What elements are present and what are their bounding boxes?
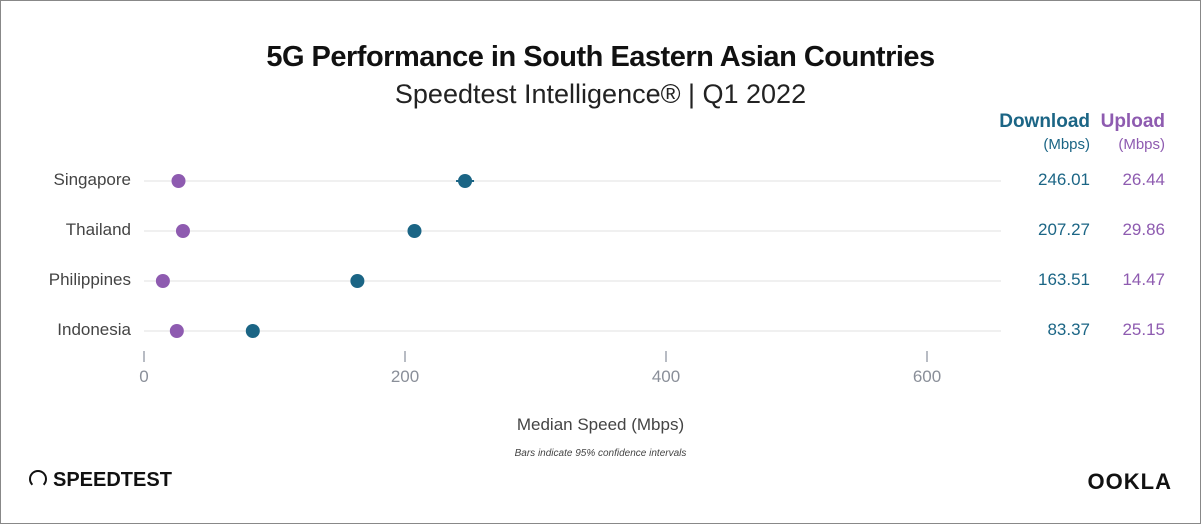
download-point: [350, 274, 365, 288]
category-label: Singapore: [53, 170, 131, 189]
chart-subtitle: Speedtest Intelligence® | Q1 2022: [394, 79, 807, 109]
x-tick-label: 400: [651, 367, 681, 386]
upload-point: [155, 274, 170, 288]
x-tick-label: 0: [139, 367, 149, 386]
upload-point: [171, 174, 186, 188]
x-tick-label: 200: [390, 367, 420, 386]
download-value: 163.51: [1038, 270, 1090, 289]
download-header: Download: [999, 111, 1090, 132]
category-label: Indonesia: [57, 320, 131, 339]
upload-value: 14.47: [1122, 270, 1165, 289]
upload-header: Upload: [1100, 111, 1165, 132]
speedtest-logo: SPEEDTEST: [29, 469, 172, 492]
upload-unit: (Mbps): [1118, 136, 1165, 153]
download-point: [458, 174, 473, 188]
download-unit: (Mbps): [1043, 136, 1090, 153]
upload-point: [169, 324, 184, 338]
download-point: [407, 224, 422, 238]
footnote: Bars indicate 95% confidence intervals: [514, 448, 687, 459]
download-value: 83.37: [1047, 320, 1090, 339]
upload-value: 26.44: [1122, 170, 1165, 189]
speedometer-icon: [29, 470, 47, 488]
category-label: Philippines: [48, 270, 131, 289]
download-value: 246.01: [1038, 170, 1090, 189]
x-tick-label: 600: [912, 367, 942, 386]
category-label: Thailand: [65, 220, 131, 239]
x-axis-label: Median Speed (Mbps): [516, 415, 685, 434]
upload-value: 29.86: [1122, 220, 1165, 239]
chart-title: 5G Performance in South Eastern Asian Co…: [266, 41, 935, 73]
download-point: [245, 324, 260, 338]
download-value: 207.27: [1038, 220, 1090, 239]
ookla-logo: OOKLA: [1087, 469, 1172, 494]
upload-value: 25.15: [1122, 320, 1165, 339]
upload-point: [175, 224, 190, 238]
